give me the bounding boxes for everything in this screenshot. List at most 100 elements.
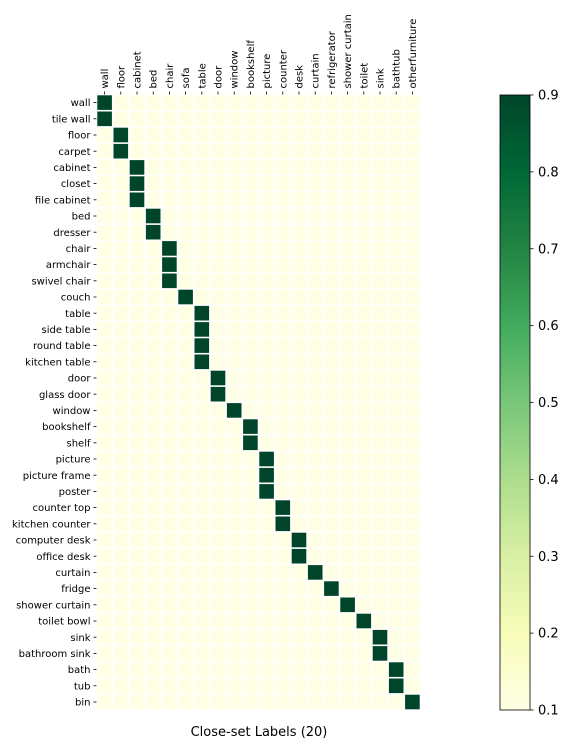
heatmap-cell bbox=[97, 241, 112, 256]
heatmap-cell bbox=[356, 613, 372, 629]
heatmap-cell bbox=[194, 435, 210, 451]
heatmap-cell bbox=[162, 241, 177, 256]
heatmap-cell bbox=[194, 322, 210, 337]
x-tick-label: shower curtain bbox=[343, 14, 354, 88]
heatmap-cell bbox=[340, 305, 355, 321]
heatmap-cell bbox=[340, 338, 355, 353]
heatmap-cell bbox=[97, 451, 112, 467]
heatmap-cell bbox=[275, 95, 291, 110]
heatmap-cell bbox=[275, 176, 291, 191]
heatmap-cell bbox=[243, 597, 258, 613]
heatmap-cell bbox=[307, 532, 323, 548]
heatmap-cell bbox=[340, 257, 355, 272]
heatmap-cell bbox=[405, 597, 420, 613]
heatmap-cell bbox=[162, 467, 177, 483]
heatmap-cell bbox=[275, 224, 291, 240]
heatmap-cell bbox=[388, 224, 404, 240]
heatmap-cell bbox=[340, 694, 355, 710]
heatmap-cell bbox=[307, 160, 323, 175]
heatmap-cell bbox=[324, 565, 339, 580]
heatmap-cell bbox=[275, 143, 291, 159]
x-tick-label: otherfurniture bbox=[408, 19, 419, 89]
heatmap-cell bbox=[210, 629, 226, 645]
heatmap-cell bbox=[129, 548, 145, 564]
heatmap-cell bbox=[340, 565, 355, 580]
heatmap-cell bbox=[162, 597, 177, 613]
heatmap-cell bbox=[405, 678, 420, 694]
heatmap-cell bbox=[97, 403, 112, 418]
heatmap-cell bbox=[194, 646, 210, 661]
heatmap-cell bbox=[340, 273, 355, 289]
heatmap-cell bbox=[405, 467, 420, 483]
heatmap-cell bbox=[226, 127, 242, 143]
heatmap-cell bbox=[324, 95, 339, 110]
heatmap-cell bbox=[388, 127, 404, 143]
heatmap-cell bbox=[243, 305, 258, 321]
heatmap-cell bbox=[243, 565, 258, 580]
y-tick-label: window bbox=[53, 406, 91, 417]
heatmap-cell bbox=[340, 95, 355, 110]
heatmap-cell bbox=[194, 111, 210, 127]
heatmap-cell bbox=[162, 305, 177, 321]
heatmap-cell bbox=[194, 484, 210, 499]
heatmap-cell bbox=[129, 435, 145, 451]
heatmap-cell bbox=[113, 548, 129, 564]
x-tick-label: chair bbox=[165, 63, 176, 89]
colorbar-tick-label: 0.7 bbox=[538, 242, 559, 257]
heatmap-cell bbox=[210, 338, 226, 353]
heatmap-cell bbox=[194, 192, 210, 208]
heatmap-cell bbox=[388, 500, 404, 515]
heatmap-cell bbox=[307, 386, 323, 402]
heatmap-cell bbox=[226, 662, 242, 677]
heatmap-cell bbox=[307, 241, 323, 256]
heatmap-cell bbox=[307, 435, 323, 451]
heatmap-cell bbox=[340, 419, 355, 434]
heatmap-cell bbox=[372, 613, 388, 629]
heatmap-cell bbox=[372, 224, 388, 240]
heatmap-cell bbox=[324, 435, 339, 451]
heatmap-cell bbox=[210, 662, 226, 677]
heatmap-cell bbox=[162, 273, 177, 289]
heatmap-cell bbox=[243, 257, 258, 272]
heatmap-cell bbox=[324, 143, 339, 159]
heatmap-cell bbox=[210, 354, 226, 370]
heatmap-cell bbox=[145, 95, 161, 110]
heatmap-cell bbox=[372, 597, 388, 613]
heatmap-cell bbox=[129, 241, 145, 256]
heatmap-cell bbox=[129, 273, 145, 289]
heatmap-cell bbox=[372, 354, 388, 370]
heatmap-cell bbox=[340, 192, 355, 208]
heatmap-cell bbox=[259, 176, 274, 191]
heatmap-cell bbox=[194, 338, 210, 353]
heatmap-cell bbox=[226, 289, 242, 305]
heatmap-cell bbox=[226, 338, 242, 353]
heatmap-cell bbox=[372, 581, 388, 596]
heatmap-cell bbox=[226, 597, 242, 613]
heatmap-cell bbox=[405, 257, 420, 272]
heatmap-cell bbox=[145, 419, 161, 434]
heatmap-cell bbox=[356, 354, 372, 370]
heatmap-cell bbox=[194, 581, 210, 596]
heatmap-cell bbox=[259, 127, 274, 143]
heatmap-cell bbox=[259, 95, 274, 110]
heatmap-cell bbox=[324, 678, 339, 694]
heatmap-cell bbox=[259, 370, 274, 386]
heatmap-cell bbox=[356, 143, 372, 159]
heatmap-cell bbox=[405, 241, 420, 256]
heatmap-cell bbox=[405, 386, 420, 402]
heatmap-cell bbox=[372, 192, 388, 208]
heatmap-cell bbox=[275, 548, 291, 564]
heatmap-cell bbox=[372, 305, 388, 321]
heatmap-cell bbox=[291, 403, 307, 418]
heatmap-cell bbox=[113, 678, 129, 694]
heatmap-cell bbox=[113, 516, 129, 532]
y-tick-label: dresser bbox=[53, 228, 91, 239]
colorbar-tick-label: 0.6 bbox=[538, 319, 559, 334]
heatmap-cell bbox=[275, 613, 291, 629]
heatmap-cell bbox=[259, 289, 274, 305]
heatmap-cell bbox=[162, 646, 177, 661]
heatmap-cell bbox=[356, 532, 372, 548]
heatmap-cell bbox=[291, 613, 307, 629]
heatmap-cell bbox=[275, 273, 291, 289]
heatmap-cell bbox=[388, 176, 404, 191]
